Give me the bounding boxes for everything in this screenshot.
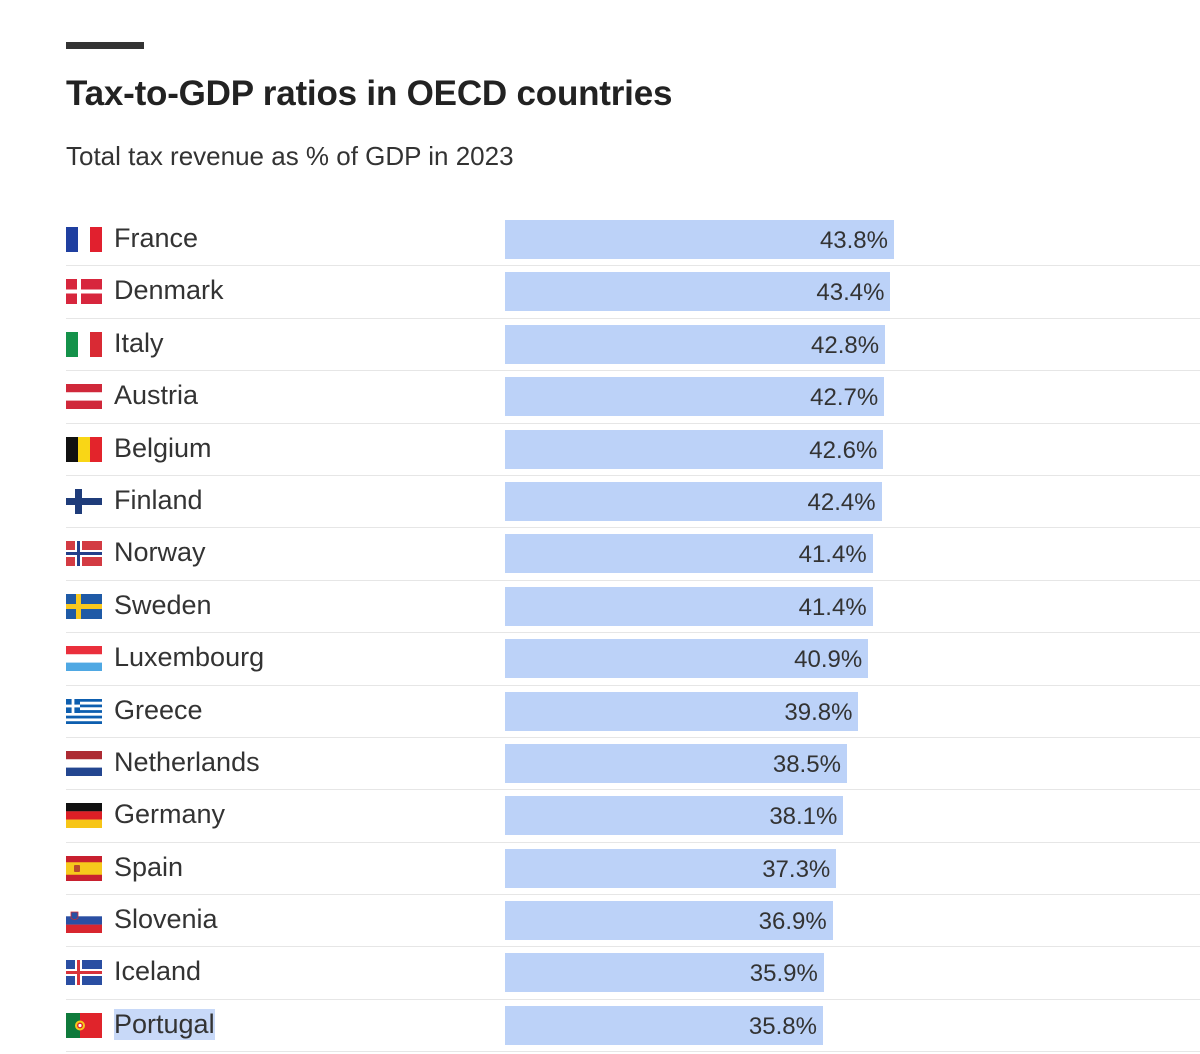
value-label: 41.4% <box>798 593 867 621</box>
country-label: Finland <box>114 484 203 515</box>
value-label: 40.9% <box>794 646 863 674</box>
france-flag-icon <box>66 227 102 252</box>
bar: 38.1% <box>505 796 844 836</box>
value-label: 39.8% <box>784 698 853 726</box>
bar: 42.4% <box>505 481 882 521</box>
value-label: 43.4% <box>816 279 885 307</box>
chart-subtitle: Total tax revenue as % of GDP in 2023 <box>66 141 514 171</box>
country-label: Netherlands <box>114 746 260 777</box>
bar: 36.9% <box>505 901 833 941</box>
bar: 42.7% <box>505 377 885 417</box>
value-label: 35.8% <box>748 1012 817 1040</box>
sweden-flag-icon <box>66 593 102 619</box>
bar: 43.8% <box>505 220 894 259</box>
country-label: Austria <box>114 380 199 411</box>
bar-chart: France 43.8% Denmark 43.4% Italy 42.8% Austria… <box>66 214 1200 1053</box>
title-accent-bar <box>66 42 144 49</box>
country-label: Portugal <box>114 1008 215 1040</box>
germany-flag-icon <box>66 803 102 829</box>
table-row: Finland 42.4% <box>66 476 1200 529</box>
bar: 41.4% <box>505 534 873 574</box>
table-row: Denmark 43.4% <box>66 266 1200 319</box>
bar: 37.3% <box>505 848 837 888</box>
netherlands-flag-icon <box>66 750 102 776</box>
slovenia-flag-icon <box>66 908 102 934</box>
table-row: Greece 39.8% <box>66 686 1200 738</box>
value-label: 38.5% <box>772 750 841 778</box>
value-label: 38.1% <box>769 803 838 831</box>
table-row: France 43.8% <box>66 214 1200 267</box>
bar: 39.8% <box>505 691 859 731</box>
value-label: 37.3% <box>762 855 831 883</box>
value-label: 43.8% <box>819 227 888 254</box>
bar: 38.5% <box>505 743 847 783</box>
bar: 35.9% <box>505 953 824 993</box>
value-label: 35.9% <box>749 960 818 988</box>
table-row: Iceland 35.9% <box>66 947 1200 1000</box>
value-label: 42.4% <box>807 488 876 516</box>
country-label: Germany <box>114 799 226 830</box>
norway-flag-icon <box>66 541 102 567</box>
bar: 43.4% <box>505 272 891 312</box>
belgium-flag-icon <box>66 436 102 462</box>
country-label: Norway <box>114 537 206 568</box>
finland-flag-icon <box>66 488 102 514</box>
denmark-flag-icon <box>66 279 102 305</box>
luxembourg-flag-icon <box>66 646 102 672</box>
bar: 40.9% <box>505 639 869 679</box>
table-row: Portugal 35.8% <box>66 1000 1200 1053</box>
country-label: Spain <box>114 851 184 882</box>
value-label: 41.4% <box>798 541 867 569</box>
chart-title: Tax-to-GDP ratios in OECD countries <box>66 74 673 113</box>
portugal-flag-icon <box>66 1012 102 1038</box>
bar: 41.4% <box>505 586 873 626</box>
italy-flag-icon <box>66 331 102 357</box>
table-row: Italy 42.8% <box>66 319 1200 372</box>
country-label: Italy <box>114 327 164 358</box>
table-row: Luxembourg 40.9% <box>66 633 1200 686</box>
country-label: France <box>114 223 199 253</box>
table-row: Spain 37.3% <box>66 843 1200 896</box>
country-label: Luxembourg <box>114 642 265 673</box>
bar: 35.8% <box>505 1005 823 1045</box>
spain-flag-icon <box>66 855 102 881</box>
country-label: Slovenia <box>114 904 218 935</box>
table-row: Slovenia 36.9% <box>66 895 1200 948</box>
country-label: Belgium <box>114 432 212 463</box>
value-label: 42.8% <box>811 331 880 359</box>
iceland-flag-icon <box>66 960 102 986</box>
table-row: Norway 41.4% <box>66 528 1200 581</box>
bar: 42.6% <box>505 429 884 469</box>
table-row: Belgium 42.6% <box>66 424 1200 476</box>
country-label: Greece <box>114 694 203 725</box>
table-row: Netherlands 38.5% <box>66 738 1200 791</box>
table-row: Austria 42.7% <box>66 371 1200 424</box>
bar: 42.8% <box>505 324 886 364</box>
value-label: 42.6% <box>809 436 878 464</box>
country-label: Denmark <box>114 275 224 306</box>
greece-flag-icon <box>66 698 102 724</box>
country-label: Iceland <box>114 956 202 987</box>
table-row: Germany 38.1% <box>66 790 1200 843</box>
country-label: Sweden <box>114 589 212 620</box>
austria-flag-icon <box>66 384 102 410</box>
table-row: Sweden 41.4% <box>66 581 1200 634</box>
value-label: 36.9% <box>758 908 827 936</box>
value-label: 42.7% <box>810 384 879 412</box>
